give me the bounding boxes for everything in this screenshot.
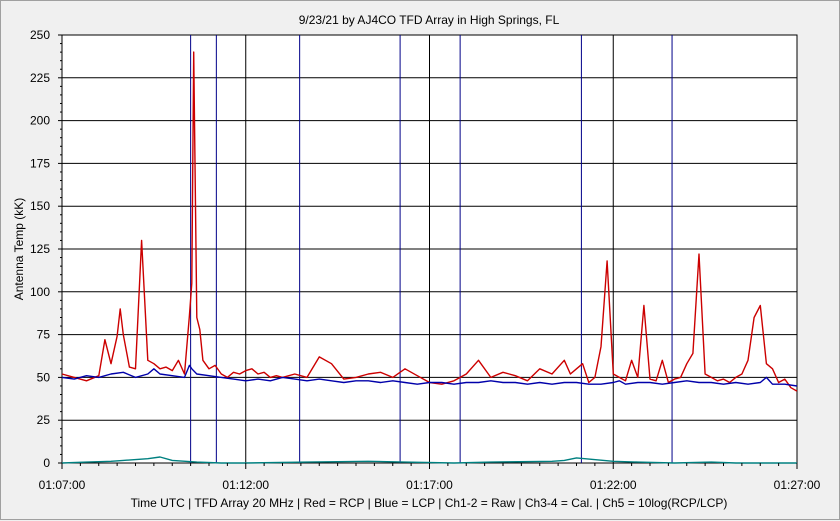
- x-axis-ticks: 01:07:00 01:12:00 01:17:00 01:22:00 01:27:00: [39, 463, 821, 492]
- chart-title: 9/23/21 by AJ4CO TFD Array in High Sprin…: [299, 13, 560, 27]
- y-tick-label: 225: [30, 71, 50, 85]
- y-tick-label: 50: [37, 370, 51, 384]
- series-line-ch5: [61, 456, 797, 464]
- y-tick-label: 125: [30, 242, 50, 256]
- y-tick-label: 25: [37, 413, 51, 427]
- y-axis-ticks: 0 25 50 75 100 125 150 175 200 225 250: [30, 28, 62, 470]
- marker-lines: [190, 35, 673, 463]
- y-tick-label: 75: [37, 328, 51, 342]
- x-tick-label: 01:22:00: [590, 478, 637, 492]
- x-axis-title: Time UTC | TFD Array 20 MHz | Red = RCP …: [131, 496, 728, 510]
- y-tick-label: 0: [43, 456, 50, 470]
- series-line-lcp: [61, 364, 798, 387]
- x-tick-label: 01:12:00: [222, 478, 269, 492]
- y-tick-label: 200: [30, 114, 50, 128]
- x-tick-label: 01:17:00: [406, 478, 453, 492]
- y-tick-label: 250: [30, 28, 50, 42]
- data-series: [61, 51, 798, 464]
- y-tick-label: 175: [30, 156, 50, 170]
- x-tick-label: 01:07:00: [39, 478, 86, 492]
- y-axis-title: Antenna Temp (kK): [12, 198, 26, 301]
- x-tick-label: 01:27:00: [774, 478, 821, 492]
- y-tick-label: 100: [30, 285, 50, 299]
- y-tick-label: 150: [30, 199, 50, 213]
